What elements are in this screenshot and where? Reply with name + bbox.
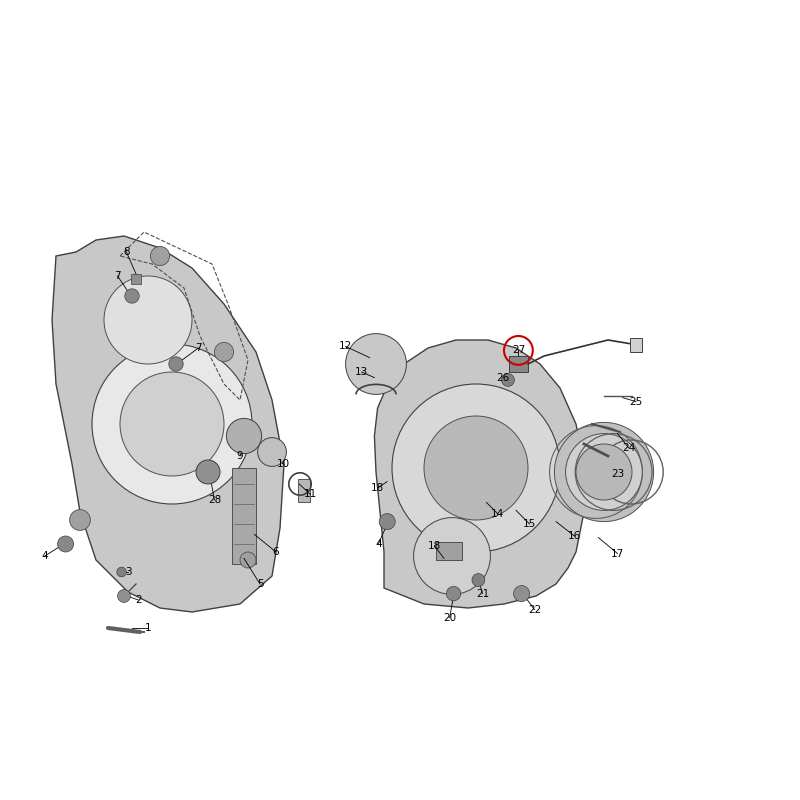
Text: 24: 24 — [622, 443, 635, 453]
Text: 7: 7 — [114, 271, 121, 281]
Text: 14: 14 — [491, 509, 504, 518]
Text: 10: 10 — [277, 459, 290, 469]
Bar — [298, 479, 310, 502]
Circle shape — [120, 372, 224, 476]
Circle shape — [169, 357, 183, 371]
Text: 20: 20 — [443, 613, 456, 622]
Circle shape — [92, 344, 252, 504]
Circle shape — [576, 444, 632, 500]
Text: 11: 11 — [304, 490, 317, 499]
Polygon shape — [374, 340, 584, 608]
Circle shape — [414, 518, 490, 594]
Polygon shape — [232, 468, 256, 564]
Circle shape — [502, 374, 514, 386]
Circle shape — [446, 586, 461, 601]
Bar — [630, 338, 642, 352]
Circle shape — [58, 536, 74, 552]
Circle shape — [258, 438, 286, 466]
Circle shape — [214, 342, 234, 362]
Circle shape — [472, 574, 485, 586]
Circle shape — [70, 510, 90, 530]
Text: 2: 2 — [135, 595, 142, 605]
Text: 16: 16 — [568, 531, 581, 541]
Circle shape — [392, 384, 560, 552]
Text: 1: 1 — [145, 623, 151, 633]
Polygon shape — [52, 236, 284, 612]
Text: 21: 21 — [476, 589, 489, 598]
Text: 8: 8 — [123, 247, 130, 257]
Circle shape — [104, 276, 192, 364]
Text: 9: 9 — [237, 451, 243, 461]
Circle shape — [118, 590, 130, 602]
Text: 18: 18 — [428, 541, 441, 550]
Text: 3: 3 — [125, 567, 131, 577]
Text: 26: 26 — [496, 373, 509, 382]
Bar — [131, 274, 141, 284]
Text: 6: 6 — [273, 547, 279, 557]
Text: 23: 23 — [611, 469, 624, 478]
Text: 25: 25 — [630, 397, 642, 406]
Circle shape — [150, 246, 170, 266]
Text: 22: 22 — [528, 605, 541, 614]
Text: 4: 4 — [42, 551, 48, 561]
Text: 4: 4 — [375, 539, 382, 549]
Bar — [436, 542, 462, 560]
Text: 7: 7 — [195, 343, 202, 353]
Circle shape — [125, 289, 139, 303]
Text: 18: 18 — [371, 483, 384, 493]
Circle shape — [379, 514, 395, 530]
Circle shape — [514, 586, 530, 602]
Circle shape — [196, 460, 220, 484]
Circle shape — [346, 334, 406, 394]
Text: 5: 5 — [257, 579, 263, 589]
Circle shape — [117, 567, 126, 577]
Text: 28: 28 — [208, 495, 221, 505]
Text: 27: 27 — [512, 346, 525, 355]
Circle shape — [424, 416, 528, 520]
Circle shape — [566, 434, 642, 510]
Text: 13: 13 — [355, 367, 368, 377]
Circle shape — [554, 422, 654, 522]
Text: 15: 15 — [523, 519, 536, 529]
Text: 17: 17 — [611, 549, 624, 558]
Circle shape — [240, 552, 256, 568]
Bar — [509, 356, 528, 372]
Circle shape — [226, 418, 262, 454]
Text: 12: 12 — [339, 342, 352, 351]
